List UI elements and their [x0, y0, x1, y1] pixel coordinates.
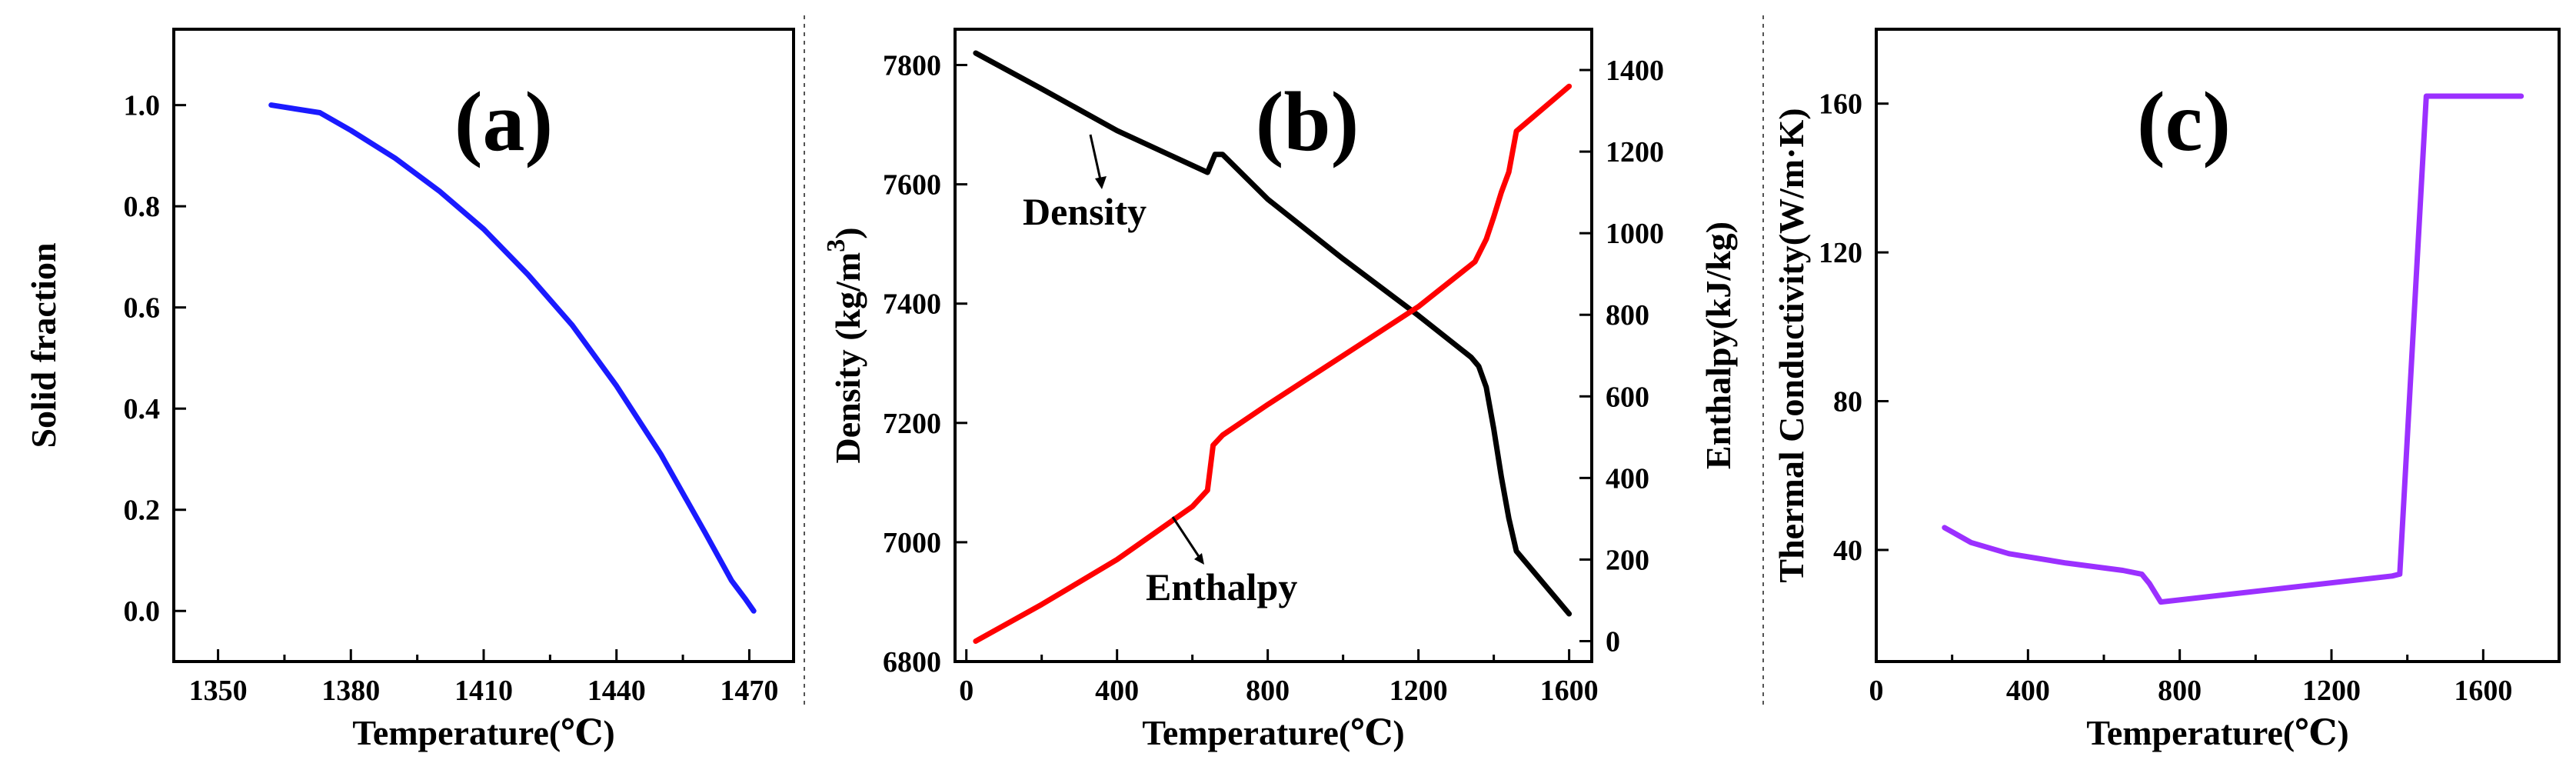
y-tick-label: 0.6 [124, 292, 161, 325]
x-tick-label: 1200 [1390, 675, 1448, 707]
y-tick-label: 80 [1833, 386, 1862, 418]
y-tick-label: 0.2 [124, 495, 161, 527]
x-tick-label: 1470 [720, 675, 778, 707]
y-tick-label: 120 [1819, 237, 1862, 269]
y-tick-label: 7000 [883, 527, 941, 559]
series-line-thermal-conductivity [1942, 93, 2524, 605]
y-tick-label: 0.8 [124, 191, 161, 223]
x-tick-label: 0 [959, 675, 973, 707]
annotation-enthalpy-arrowhead [1194, 553, 1204, 565]
x-tick-label: 800 [1246, 675, 1290, 707]
y-axis-title-text: Solid fraction [24, 242, 63, 448]
annotation-enthalpy: Enthalpy [1146, 565, 1297, 608]
y-tick-label: 0.4 [124, 393, 161, 425]
y2-tick-label: 1200 [1606, 136, 1664, 168]
y-tick-label: 0.0 [124, 595, 161, 628]
y-tick-label: 7600 [883, 169, 941, 202]
annotation-density-arrowhead [1095, 176, 1107, 189]
x-axis-title: Temperature(℃) [2086, 713, 2348, 752]
y-tick-label: 7200 [883, 408, 941, 440]
panel-c: 0 400 800 1200 1600 40 80 120 160 Temperature(℃) T… [1772, 28, 2561, 752]
panel-b: 0 400 800 1200 1600 6800 7000 7200 7400 7600 7800 0… [822, 28, 1738, 752]
panel-a: 1350 1380 1410 1440 1470 0.0 0.2 0.4 0.6 0.8 1.0 Te… [24, 28, 795, 752]
series-line-solid-fraction [268, 102, 757, 614]
x-tick-label: 800 [2158, 675, 2202, 707]
x-tick-label: 1380 [321, 675, 380, 707]
x-tick-label: 400 [2006, 675, 2050, 707]
x-tick-label: 400 [1095, 675, 1139, 707]
annotation-density: Density [1023, 190, 1147, 233]
y-tick-label: 6800 [883, 646, 941, 678]
x-tick-label: 1600 [2454, 675, 2512, 707]
annotation-enthalpy-arrow [1171, 516, 1203, 561]
x-tick-label: 1440 [587, 675, 646, 707]
y-axis-title-close: ) [828, 227, 867, 238]
series-line-enthalpy [973, 83, 1573, 644]
x-tick-label: 1600 [1540, 675, 1599, 707]
y2-tick-label: 400 [1606, 462, 1649, 495]
y-tick-label: 7800 [883, 50, 941, 82]
y2-tick-label: 0 [1606, 625, 1620, 658]
y2-tick-label: 800 [1606, 299, 1649, 332]
y-axis-title-text: Density (kg/m [828, 252, 867, 464]
y2-tick-label: 600 [1606, 381, 1649, 413]
panel-label: (b) [1256, 75, 1359, 168]
panel-label: (c) [2137, 75, 2231, 168]
y-tick-label: 7400 [883, 288, 941, 321]
x-axis-title: Temperature(℃) [352, 713, 614, 752]
y-axis-title: Thermal Conductivity(W/m·K) [1772, 108, 1811, 582]
y-axis-title: Solid fraction [24, 242, 63, 448]
y-tick-label: 40 [1833, 535, 1862, 567]
annotation-density-arrow [1089, 134, 1103, 184]
y2-tick-label: 1400 [1606, 55, 1664, 87]
x-tick-label: 1350 [189, 675, 248, 707]
y2-axis-title: Enthalpy(kJ/kg) [1699, 222, 1738, 469]
x-tick-label: 1410 [454, 675, 513, 707]
y2-tick-label: 200 [1606, 544, 1649, 576]
x-tick-label: 1200 [2302, 675, 2361, 707]
y-axis-title-text: Thermal Conductivity(W/m·K) [1772, 108, 1811, 582]
x-axis-title: Temperature(℃) [1142, 713, 1404, 752]
y2-tick-label: 1000 [1606, 218, 1664, 250]
y-tick-label: 1.0 [124, 90, 161, 122]
panel-label: (a) [454, 75, 553, 168]
y-axis-title: Density (kg/m3) [822, 227, 867, 463]
y-tick-label: 160 [1819, 88, 1862, 121]
plot-frame [1875, 28, 2561, 663]
plot-frame [954, 28, 1593, 663]
x-tick-label: 0 [1869, 675, 1884, 707]
series-line-density [973, 50, 1573, 617]
y-axis-title-superscript: 3 [822, 239, 850, 252]
